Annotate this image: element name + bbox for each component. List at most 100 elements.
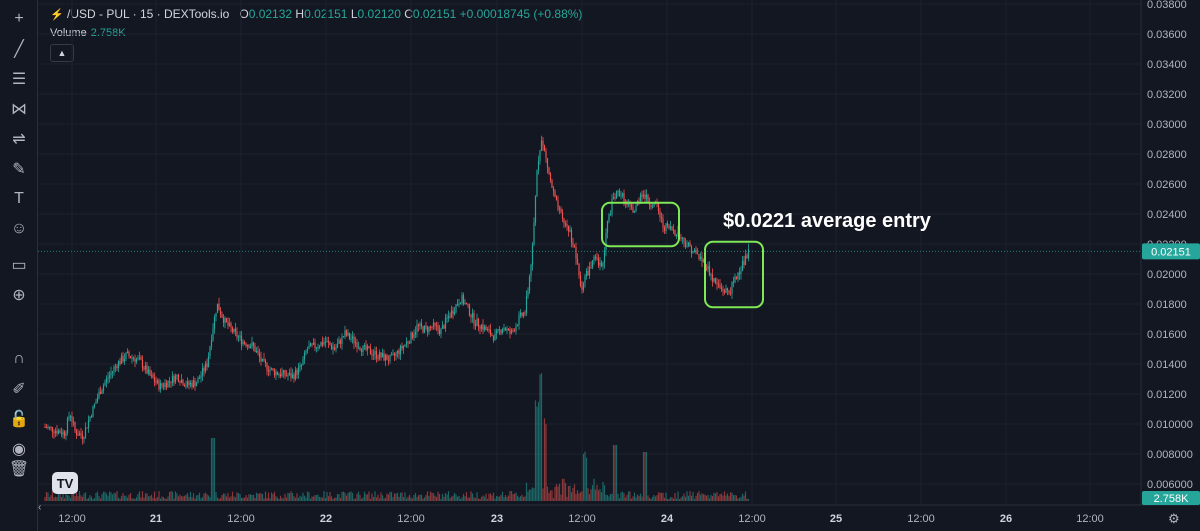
candle-body xyxy=(135,359,138,363)
volume-bar xyxy=(456,496,459,501)
volume-bar xyxy=(147,496,150,501)
time-tick-label: 23 xyxy=(491,513,503,525)
volume-bar xyxy=(141,491,144,501)
volume-bar xyxy=(363,491,366,501)
volume-bar xyxy=(360,498,363,501)
volume-bar xyxy=(171,491,174,501)
volume-bar xyxy=(132,498,135,501)
lock-drawing-icon[interactable]: ✐ xyxy=(12,381,26,398)
volume-bar xyxy=(152,497,154,501)
candle-body xyxy=(516,325,519,327)
volume-bar xyxy=(378,498,381,501)
candle-body xyxy=(561,212,564,219)
scroll-left-icon[interactable]: ‹ xyxy=(38,502,42,513)
ruler-icon[interactable]: ▭ xyxy=(11,257,27,274)
symbol-title[interactable]: /USD - PUL · 15 · DEXTools.io xyxy=(67,7,230,21)
candle-body xyxy=(428,326,430,332)
candle-body xyxy=(201,367,204,376)
trend-line-icon[interactable]: ╱ xyxy=(14,41,24,58)
volume-bar xyxy=(111,494,114,501)
collapse-legend-button[interactable]: ▲ xyxy=(50,44,74,62)
price-tick-label: 0.03400 xyxy=(1147,59,1187,71)
volume-bar xyxy=(63,498,66,501)
volume-bar xyxy=(614,445,616,501)
volume-bar xyxy=(737,498,739,501)
candle-body xyxy=(342,336,345,338)
candle-body xyxy=(222,317,225,323)
zoom-in-icon[interactable]: ⊕ xyxy=(12,287,26,304)
eye-icon[interactable]: ◉ xyxy=(12,441,26,458)
candle-body xyxy=(326,341,328,343)
candle-body xyxy=(132,357,135,359)
candle-body xyxy=(476,318,478,327)
candle-body xyxy=(174,375,177,383)
candle-body xyxy=(203,367,205,372)
candle-body xyxy=(572,242,574,246)
trash-icon[interactable]: 🗑 xyxy=(8,461,30,478)
volume-bar xyxy=(335,497,337,501)
candle-body xyxy=(297,367,300,375)
candle-body xyxy=(323,342,325,345)
volume-bar xyxy=(521,494,523,501)
candle-body xyxy=(227,321,229,326)
settings-gear-icon[interactable]: ⚙ xyxy=(1168,511,1180,526)
candle-body xyxy=(63,431,66,437)
candle-body xyxy=(294,369,297,380)
volume-bar xyxy=(255,492,258,501)
crosshair-icon[interactable]: + xyxy=(14,10,24,27)
candle-body xyxy=(335,347,337,350)
volume-bar xyxy=(308,492,310,501)
volume-bar xyxy=(92,498,94,501)
volume-bar xyxy=(206,494,208,501)
candle-body xyxy=(650,205,652,208)
volume-bar xyxy=(539,374,541,501)
volume-label: Volume xyxy=(50,27,87,39)
candle-body xyxy=(426,326,429,332)
volume-bar xyxy=(377,494,379,501)
candle-body xyxy=(605,232,607,251)
emoji-icon[interactable]: ☺ xyxy=(10,220,28,237)
candle-body xyxy=(65,432,67,437)
candle-body xyxy=(609,214,612,216)
volume-bar xyxy=(660,492,663,501)
candle-body xyxy=(524,312,526,314)
fib-icon[interactable]: ☰ xyxy=(11,71,27,88)
candle-body xyxy=(444,317,447,329)
candle-body xyxy=(251,342,253,347)
volume-bar xyxy=(674,492,676,501)
volume-bar xyxy=(564,483,567,501)
brush-icon[interactable]: ✎ xyxy=(12,161,26,178)
candle-body xyxy=(213,316,216,329)
forecast-icon[interactable]: ⇌ xyxy=(12,131,26,148)
unlock-icon[interactable]: 🔓 xyxy=(9,411,29,428)
time-tick-label: 26 xyxy=(1000,513,1012,525)
volume-bar xyxy=(546,486,549,501)
volume-bar xyxy=(639,493,642,501)
magnet-icon[interactable]: ∩ xyxy=(13,350,25,367)
pattern-icon[interactable]: ⋈ xyxy=(11,101,27,118)
tradingview-logo[interactable]: TV xyxy=(52,472,78,494)
candle-body xyxy=(281,372,283,377)
candle-body xyxy=(140,357,142,360)
volume-bar xyxy=(212,438,214,501)
volume-bar xyxy=(731,492,733,501)
volume-bar xyxy=(237,492,240,501)
candle-body xyxy=(696,253,699,255)
candle-body xyxy=(207,356,210,367)
candle-body xyxy=(498,329,501,331)
volume-bar xyxy=(303,495,306,501)
volume-bar xyxy=(276,497,279,501)
volume-bar xyxy=(728,496,730,501)
price-tick-label: 0.02600 xyxy=(1147,179,1187,191)
volume-bar xyxy=(525,482,528,501)
text-icon[interactable]: T xyxy=(14,190,24,207)
volume-bar xyxy=(273,491,276,501)
volume-bar xyxy=(687,495,690,501)
volume-bar xyxy=(59,491,61,501)
candle-body xyxy=(387,360,390,362)
volume-bar xyxy=(143,497,145,501)
volume-bar xyxy=(450,496,453,501)
candle-body xyxy=(657,203,660,212)
candle-body xyxy=(513,330,516,332)
